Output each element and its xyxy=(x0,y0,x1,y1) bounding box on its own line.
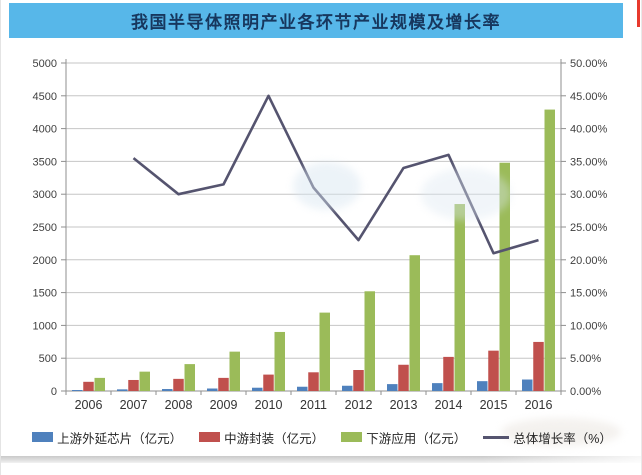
legend-item-downstream: 下游应用（亿元） xyxy=(341,428,466,447)
left-axis-tick-label: 0 xyxy=(51,386,57,398)
bottom-divider-fade xyxy=(481,456,641,463)
right-axis-tick-label: 20.00% xyxy=(570,255,608,267)
bottom-divider xyxy=(1,456,641,463)
bar-segment xyxy=(477,381,488,391)
left-axis-tick-label: 5000 xyxy=(33,58,57,70)
x-axis-category-label: 2010 xyxy=(255,398,283,412)
bar-segment xyxy=(274,331,285,391)
left-axis-tick-label: 2500 xyxy=(33,222,57,234)
bar-segment xyxy=(173,378,184,391)
x-axis-category-label: 2014 xyxy=(435,398,463,412)
right-axis-tick-label: 35.00% xyxy=(570,156,608,168)
bar-segment xyxy=(533,341,544,391)
legend-item-upstream: 上游外延芯片（亿元） xyxy=(32,428,182,447)
chart-title-band: 我国半导体照明产业各环节产业规模及增长率 xyxy=(9,3,623,38)
bar-segment xyxy=(139,371,150,391)
bar-segment xyxy=(522,379,533,391)
bar-segment xyxy=(83,381,94,391)
left-axis-tick-label: 4000 xyxy=(33,124,57,136)
growth-rate-line-swatch xyxy=(483,435,510,439)
legend-label: 下游应用（亿元） xyxy=(366,431,467,446)
x-axis-category-label: 2009 xyxy=(210,398,238,412)
bar-segment xyxy=(319,312,330,391)
bar-segment xyxy=(409,255,420,391)
bar-segment xyxy=(308,372,319,391)
right-axis-tick-label: 30.00% xyxy=(570,189,608,201)
legend-label: 上游外延芯片（亿元） xyxy=(57,431,183,446)
x-axis-category-label: 2011 xyxy=(300,398,327,412)
top-right-accent-mark xyxy=(637,0,640,27)
bar-segment xyxy=(218,377,229,391)
right-axis-tick-label: 45.00% xyxy=(570,91,608,103)
right-axis-tick-label: 10.00% xyxy=(570,320,608,332)
right-axis-tick-label: 25.00% xyxy=(570,222,608,234)
left-axis-tick-label: 500 xyxy=(39,353,57,365)
x-axis-category-label: 2008 xyxy=(165,398,193,412)
right-axis-tick-label: 50.00% xyxy=(570,58,608,70)
bar-segment xyxy=(184,364,195,391)
right-axis-tick-label: 40.00% xyxy=(570,124,608,136)
x-axis-category-label: 2007 xyxy=(120,398,148,412)
legend-item-growth-rate: 总体增长率（%） xyxy=(483,428,612,447)
bar-segment xyxy=(544,109,555,392)
right-axis-tick-label: 15.00% xyxy=(570,288,608,300)
bar-segment xyxy=(432,383,443,391)
bar-segment xyxy=(488,350,499,391)
growth-rate-line xyxy=(132,94,539,255)
left-axis-tick-label: 2000 xyxy=(33,255,57,267)
bar-segment xyxy=(364,291,375,391)
x-axis-category-label: 2006 xyxy=(75,398,103,412)
legend-label: 中游封装（亿元） xyxy=(224,431,325,446)
upstream-series-swatch xyxy=(32,432,54,442)
midstream-series-swatch xyxy=(199,432,221,442)
legend-item-midstream: 中游封装（亿元） xyxy=(199,428,324,447)
bar-segment xyxy=(499,162,510,391)
left-axis-tick-label: 1500 xyxy=(33,288,57,300)
bar-segment xyxy=(297,386,308,391)
bar-segment xyxy=(387,384,398,391)
x-axis-category-label: 2013 xyxy=(390,398,418,412)
bar-segment xyxy=(229,351,240,391)
left-axis-tick-label: 4500 xyxy=(33,91,57,103)
bar-segment xyxy=(353,370,364,391)
chart-legend: 上游外延芯片（亿元） 中游封装（亿元） 下游应用（亿元） 总体增长率（%） xyxy=(1,427,641,447)
left-axis-tick-label: 3000 xyxy=(33,189,57,201)
bar-segment xyxy=(72,390,83,391)
left-axis-tick-label: 1000 xyxy=(33,320,57,332)
bar-segment xyxy=(252,387,263,391)
bar-segment xyxy=(454,204,465,391)
bar-segment xyxy=(398,364,409,391)
bar-segment xyxy=(443,356,454,391)
bar-segment xyxy=(94,377,105,391)
bar-segment xyxy=(117,389,128,391)
x-axis-category-label: 2015 xyxy=(480,398,508,412)
right-axis-tick-label: 0.00% xyxy=(570,386,601,398)
x-axis-category-label: 2016 xyxy=(525,398,553,412)
bar-segment xyxy=(207,388,218,391)
bar-segment xyxy=(263,374,274,391)
chart-title: 我国半导体照明产业各环节产业规模及增长率 xyxy=(131,13,501,32)
bar-segment xyxy=(128,379,139,391)
right-axis-tick-label: 5.00% xyxy=(570,353,601,365)
left-axis-tick-label: 3500 xyxy=(33,156,57,168)
downstream-series-swatch xyxy=(341,432,363,442)
bar-segment xyxy=(342,385,353,391)
x-axis-category-label: 2012 xyxy=(345,398,373,412)
bar-segment xyxy=(162,389,173,391)
legend-label: 总体增长率（%） xyxy=(513,431,612,446)
